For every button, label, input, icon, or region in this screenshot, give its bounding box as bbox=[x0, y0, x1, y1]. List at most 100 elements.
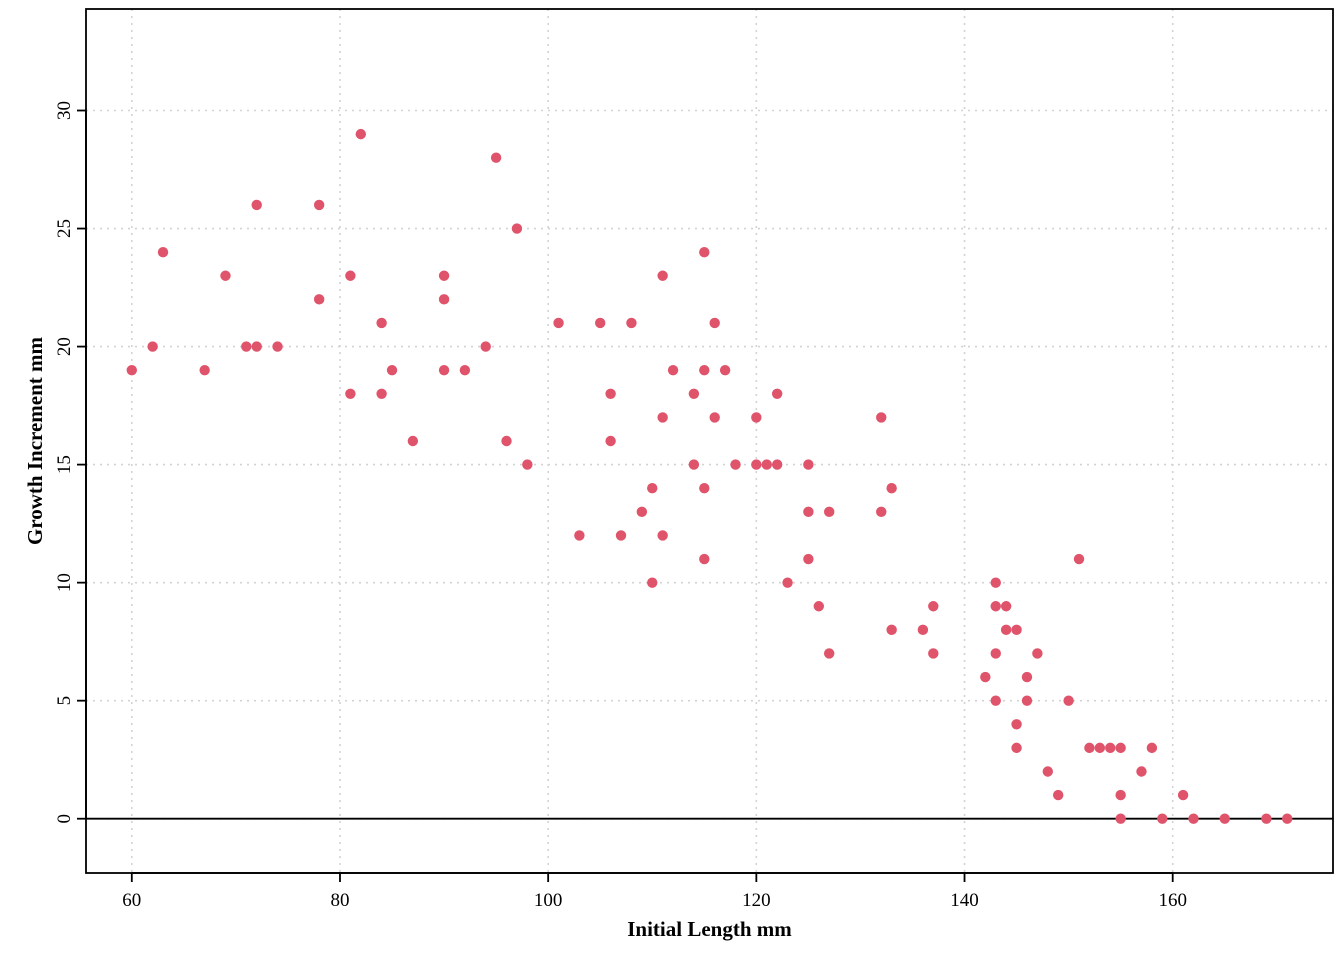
data-point bbox=[313, 199, 325, 211]
data-point bbox=[355, 128, 366, 140]
x-tick-label: 80 bbox=[330, 890, 349, 911]
y-tick-label: 15 bbox=[54, 455, 75, 474]
data-point bbox=[605, 435, 616, 447]
data-point bbox=[813, 601, 824, 612]
data-point bbox=[345, 270, 356, 281]
y-tick-label: 30 bbox=[54, 101, 75, 120]
data-point bbox=[1053, 789, 1064, 801]
data-point bbox=[345, 388, 356, 399]
data-point bbox=[699, 364, 710, 376]
data-point bbox=[1219, 813, 1230, 824]
data-point bbox=[980, 671, 991, 683]
x-tick-label: 140 bbox=[950, 890, 979, 911]
data-point bbox=[990, 695, 1001, 706]
data-point bbox=[522, 459, 533, 470]
data-point bbox=[1261, 813, 1272, 824]
y-tick-label: 5 bbox=[54, 696, 75, 706]
data-point bbox=[490, 152, 502, 163]
data-point bbox=[761, 459, 772, 470]
data-point bbox=[1032, 648, 1043, 659]
data-point bbox=[657, 412, 668, 423]
x-tick-label: 120 bbox=[742, 890, 771, 911]
data-point bbox=[1136, 766, 1147, 777]
data-point bbox=[1000, 601, 1012, 612]
data-point bbox=[199, 364, 210, 376]
data-point bbox=[480, 341, 491, 352]
data-point bbox=[407, 435, 419, 447]
x-tick-label: 160 bbox=[1158, 890, 1187, 911]
data-point bbox=[886, 624, 897, 636]
data-point bbox=[1115, 813, 1126, 824]
data-point bbox=[220, 270, 231, 281]
data-point bbox=[1282, 813, 1293, 824]
data-point bbox=[501, 435, 512, 447]
data-point bbox=[1021, 695, 1033, 706]
data-point bbox=[688, 459, 700, 470]
data-point bbox=[771, 388, 783, 399]
data-point bbox=[876, 412, 887, 423]
data-point bbox=[1177, 789, 1189, 801]
data-point bbox=[1115, 742, 1126, 754]
x-tick-label: 60 bbox=[122, 890, 141, 911]
data-point bbox=[636, 506, 648, 518]
data-point bbox=[574, 530, 585, 541]
x-tick-label: 100 bbox=[534, 890, 563, 911]
data-point bbox=[657, 270, 668, 281]
data-point bbox=[709, 317, 720, 329]
data-point bbox=[1188, 813, 1199, 824]
data-point bbox=[438, 294, 450, 305]
data-point bbox=[1063, 695, 1074, 706]
data-point bbox=[990, 601, 1001, 612]
data-point bbox=[990, 577, 1001, 588]
data-points bbox=[126, 128, 1293, 824]
y-tick-label: 10 bbox=[54, 573, 75, 592]
data-point bbox=[886, 483, 897, 494]
data-point bbox=[1115, 789, 1126, 801]
data-point bbox=[1011, 742, 1022, 754]
data-point bbox=[657, 530, 668, 541]
data-point bbox=[876, 506, 887, 518]
data-point bbox=[928, 648, 939, 659]
data-point bbox=[1073, 553, 1085, 565]
data-point bbox=[595, 317, 606, 329]
data-point bbox=[709, 412, 720, 423]
data-point bbox=[928, 601, 939, 612]
data-point bbox=[438, 270, 450, 281]
data-point bbox=[824, 648, 835, 659]
y-tick-label: 20 bbox=[54, 337, 75, 356]
data-point bbox=[751, 412, 762, 423]
data-point bbox=[688, 388, 700, 399]
data-point bbox=[1000, 624, 1012, 636]
data-point bbox=[803, 459, 814, 470]
data-point bbox=[1094, 742, 1106, 754]
data-point bbox=[459, 364, 471, 376]
x-axis-title: Initial Length mm bbox=[627, 917, 792, 941]
data-point bbox=[272, 341, 283, 352]
data-point bbox=[126, 364, 137, 376]
y-axis: 0 5 10 15 20 25 30 bbox=[54, 101, 87, 823]
data-point bbox=[1157, 813, 1168, 824]
data-point bbox=[251, 341, 262, 352]
y-tick-label: 25 bbox=[54, 219, 75, 238]
data-point bbox=[824, 506, 835, 518]
data-point bbox=[376, 317, 387, 329]
x-axis: 60 80 100 120 140 160 bbox=[122, 872, 1187, 911]
data-point bbox=[699, 246, 710, 258]
data-point bbox=[157, 246, 169, 258]
data-point bbox=[719, 364, 731, 376]
data-point bbox=[1011, 719, 1022, 730]
data-point bbox=[699, 483, 710, 494]
data-point bbox=[376, 388, 387, 399]
data-point bbox=[990, 648, 1001, 659]
data-point bbox=[147, 341, 158, 352]
data-point bbox=[605, 388, 616, 399]
data-point bbox=[615, 530, 627, 541]
data-point bbox=[1105, 742, 1116, 754]
data-point bbox=[438, 364, 450, 376]
data-point bbox=[1011, 624, 1022, 636]
data-point bbox=[1021, 671, 1033, 683]
data-point bbox=[730, 459, 741, 470]
data-point bbox=[667, 364, 679, 376]
data-point bbox=[251, 199, 262, 211]
